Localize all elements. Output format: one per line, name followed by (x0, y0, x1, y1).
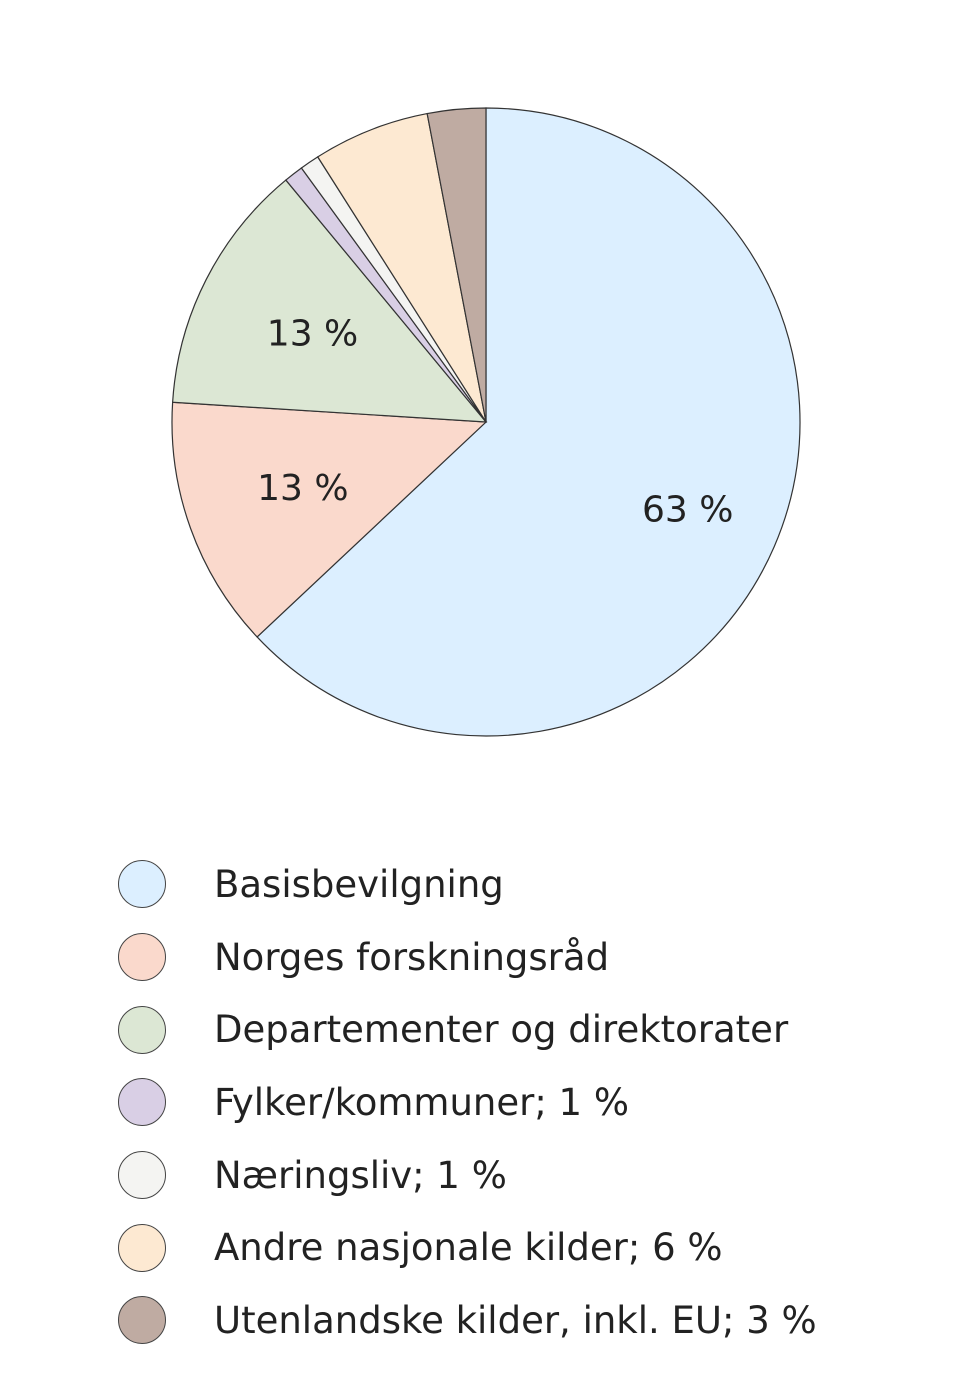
legend-swatch (118, 1005, 166, 1054)
legend-swatch (118, 1296, 166, 1345)
pie-slice-2 (171, 179, 488, 423)
pie-slice-1 (171, 401, 488, 638)
legend-item: Utenlandske kilder, inkl. EU; 3 % (118, 1284, 817, 1357)
pie-label-2: 13 % (267, 314, 358, 355)
pie-label-0: 63 % (642, 489, 733, 530)
legend-label: Basisbevilgning (214, 862, 504, 906)
legend-label: Næringsliv; 1 % (214, 1153, 507, 1197)
legend-item: Næringsliv; 1 % (118, 1139, 817, 1212)
legend-swatch (118, 860, 166, 909)
legend-label: Andre nasjonale kilder; 6 % (214, 1226, 723, 1270)
legend-label: Norges forskningsråd (214, 935, 610, 979)
pie-slice-6 (426, 107, 487, 423)
legend-label: Departementer og direktorater (214, 1008, 789, 1052)
pie-slice-5 (316, 112, 487, 423)
legend-item: Andre nasjonale kilder; 6 % (118, 1211, 817, 1284)
legend-item: Fylker/kommuner; 1 % (118, 1066, 817, 1139)
legend-swatch (118, 1151, 166, 1200)
legend-label: Utenlandske kilder, inkl. EU; 3 % (214, 1298, 817, 1342)
legend-swatch (118, 1078, 166, 1127)
legend: Basisbevilgning Norges forskningsråd Depar… (118, 848, 817, 1357)
legend-swatch (118, 1223, 166, 1272)
legend-label: Fylker/kommuner; 1 % (214, 1080, 630, 1124)
legend-item: Departementer og direktorater (118, 993, 817, 1066)
legend-swatch (118, 933, 166, 982)
legend-item: Basisbevilgning (118, 848, 817, 921)
pie-slice-0 (256, 107, 801, 737)
pie-label-1: 13 % (257, 468, 348, 509)
pie-chart: 63 % 13 % 13 % (171, 107, 801, 737)
legend-item: Norges forskningsråd (118, 921, 817, 994)
